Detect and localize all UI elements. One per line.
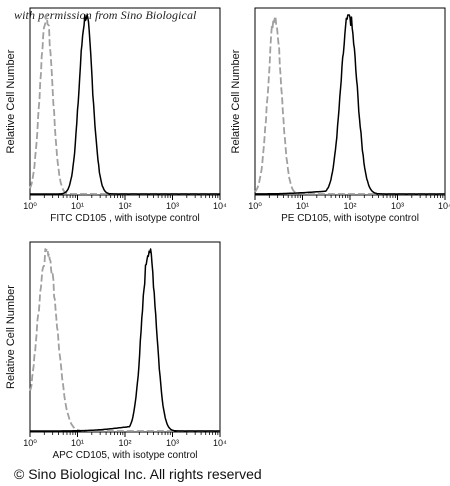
x-tick-label: 10⁴ [213,438,227,448]
x-tick-label: 10⁴ [213,201,227,211]
cd105-histogram [254,14,446,195]
x-tick-label: 10⁰ [23,201,37,211]
x-tick-label: 10³ [166,438,179,448]
plot-frame [254,7,446,196]
x-tick-label: 10³ [166,201,179,211]
plot-frame [29,7,221,196]
x-tick-label: 10⁰ [23,438,37,448]
x-tick-label: 10⁴ [438,201,450,211]
watermark-text: with permission from Sino Biological [14,8,197,22]
histogram-panel-1: Relative Cell Number 10⁰ 10¹ 10² 10³ 10⁴ FITC … [5,7,227,224]
x-tick-label: 10² [118,201,131,211]
x-tick-label: 10¹ [71,438,84,448]
x-tick-label: 10³ [391,201,404,211]
y-axis-label: Relative Cell Number [5,285,17,389]
isotype-control-histogram [254,15,446,195]
x-axis-label: APC CD105, with isotype control [52,450,197,461]
histogram-panel-3: Relative Cell Number 10⁰ 10¹ 10² 10³ 10⁴ APC C… [5,241,227,461]
x-tick-label: 10² [343,201,356,211]
y-axis-label: Relative Cell Number [230,49,242,153]
y-axis-label: Relative Cell Number [5,49,17,153]
x-tick-label: 10⁰ [248,201,262,211]
x-tick-label: 10² [118,438,131,448]
isotype-control-histogram [29,14,221,195]
copyright-text: © Sino Biological Inc. All rights reserv… [14,466,262,482]
histogram-panel-2: Relative Cell Number 10⁰ 10¹ 10² 10³ 10⁴ PE CD… [230,7,450,224]
cd105-histogram [29,248,221,432]
x-axis-label: FITC CD105 , with isotype control [50,213,200,224]
x-axis-label: PE CD105, with isotype control [281,213,419,224]
cd105-histogram [29,14,221,195]
x-tick-label: 10¹ [71,201,84,211]
isotype-control-histogram [29,248,221,432]
x-tick-label: 10¹ [296,201,309,211]
